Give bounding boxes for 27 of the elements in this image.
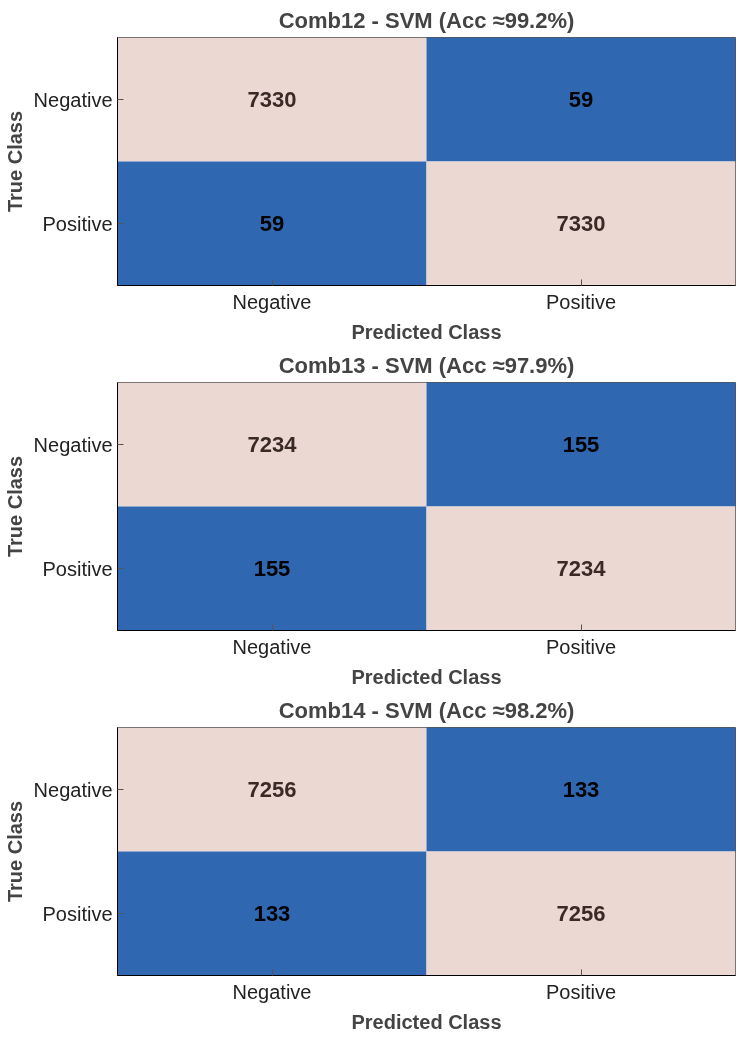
y-tick-label: Negative — [33, 433, 113, 456]
y-axis-title: True Class — [3, 110, 26, 213]
data-label: 59 — [568, 87, 594, 112]
x-axis-title: Predicted Class — [351, 320, 502, 343]
chart-title: Comb13 - SVM (Acc ≈97.9%) — [278, 352, 575, 378]
x-axis-title: Predicted Class — [351, 1010, 502, 1033]
y-tick-label: Positive — [42, 902, 113, 925]
data-label: 155 — [562, 432, 600, 457]
y-tick-label: Positive — [42, 557, 113, 580]
data-label: 155 — [253, 556, 291, 581]
y-axis-title: True Class — [3, 455, 26, 558]
data-label: 7256 — [247, 777, 297, 802]
data-label: 7330 — [556, 211, 606, 236]
y-tick-label: Negative — [33, 88, 113, 111]
chart-title: Comb12 - SVM (Acc ≈99.2%) — [278, 7, 575, 33]
chart-title: Comb14 - SVM (Acc ≈98.2%) — [278, 697, 575, 723]
data-label: 7234 — [556, 556, 607, 581]
data-label: 7234 — [247, 432, 298, 457]
y-axis-title: True Class — [3, 800, 26, 903]
data-label: 7256 — [556, 901, 606, 926]
y-tick-label: Positive — [42, 212, 113, 235]
data-label: 133 — [253, 901, 291, 926]
data-label: 7330 — [247, 87, 297, 112]
y-tick-label: Negative — [33, 778, 113, 801]
data-label: 133 — [562, 777, 600, 802]
x-axis-title: Predicted Class — [351, 665, 502, 688]
data-label: 59 — [259, 211, 285, 236]
